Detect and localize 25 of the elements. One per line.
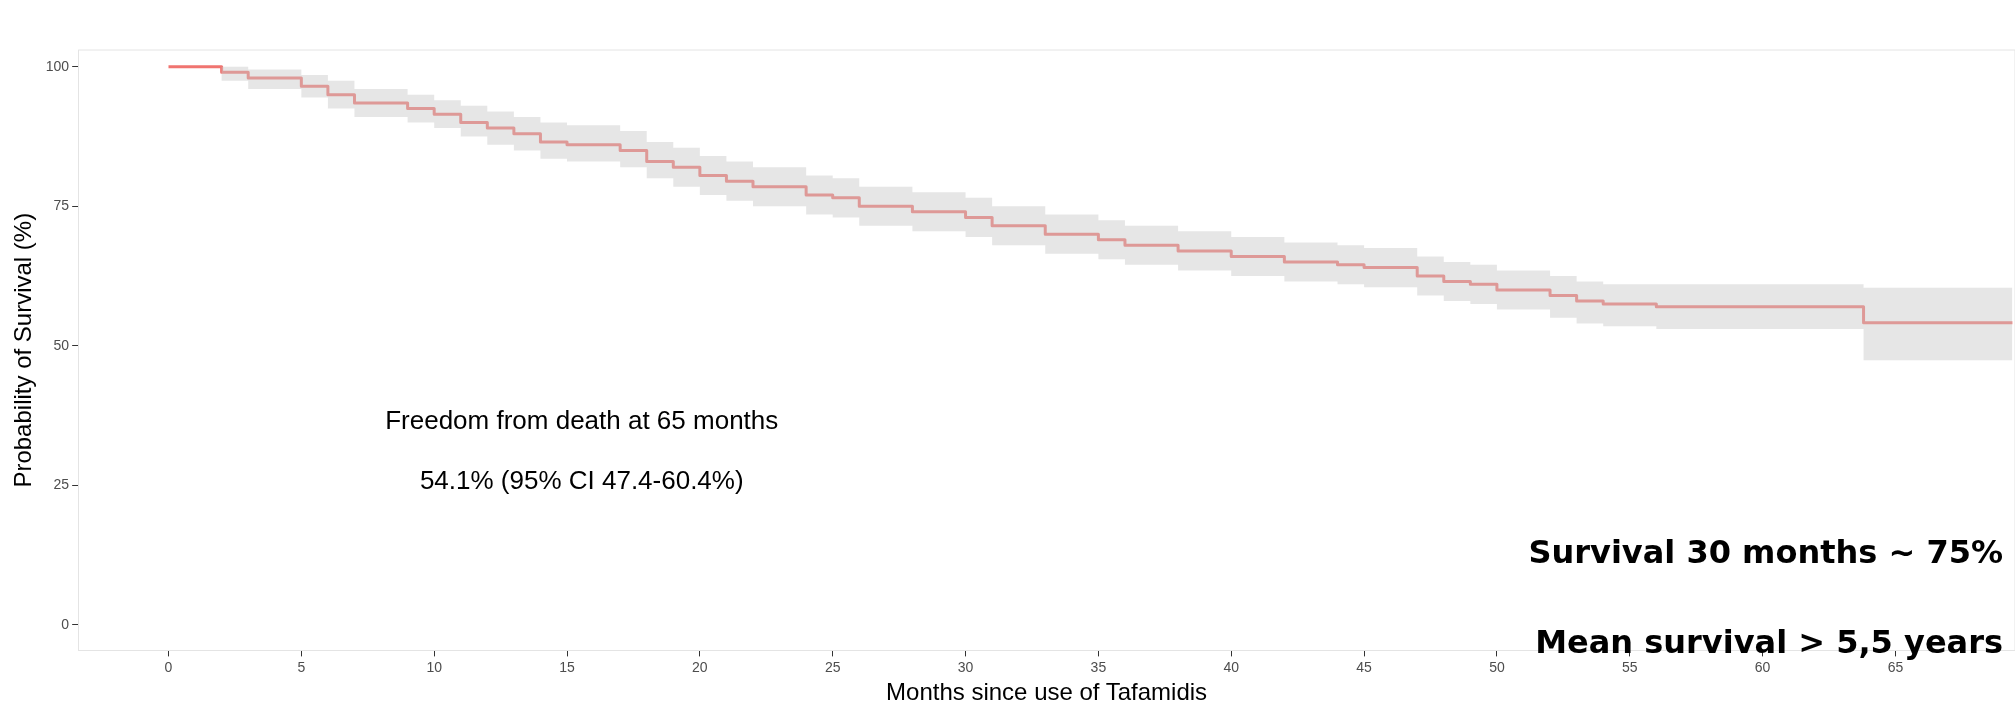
y-tick-label: 0 (61, 615, 70, 632)
x-axis-title: Months since use of Tafamidis (886, 678, 1208, 706)
annotation: Survival 30 months ~ 75% (1528, 532, 2003, 571)
x-tick-label: 50 (1489, 658, 1505, 675)
y-tick-label: 25 (53, 476, 70, 493)
x-tick-label: 45 (1356, 658, 1373, 675)
x-tick-label: 40 (1223, 658, 1240, 675)
x-tick-label: 20 (692, 658, 708, 675)
x-tick-label: 35 (1090, 658, 1107, 675)
x-tick-label: 5 (297, 658, 306, 675)
y-tick-label: 50 (53, 336, 70, 353)
y-tick-label: 75 (53, 197, 70, 214)
annotation: 54.1% (95% CI 47.4-60.4%) (419, 465, 744, 496)
annotation: Freedom from death at 65 months (385, 405, 779, 436)
x-tick-label: 60 (1754, 658, 1771, 675)
x-tick-label: 25 (824, 658, 841, 675)
x-tick-label: 10 (426, 658, 443, 675)
x-tick-label: 0 (164, 658, 173, 675)
y-tick-label: 100 (45, 57, 70, 74)
x-tick-label: 65 (1887, 658, 1904, 675)
x-tick-label: 30 (957, 658, 974, 675)
x-tick-label: 15 (559, 658, 576, 675)
y-axis-title: Probability of Survival (%) (9, 212, 37, 488)
x-tick-label: 55 (1621, 658, 1638, 675)
annotation: Mean survival > 5,5 years (1535, 622, 2003, 661)
